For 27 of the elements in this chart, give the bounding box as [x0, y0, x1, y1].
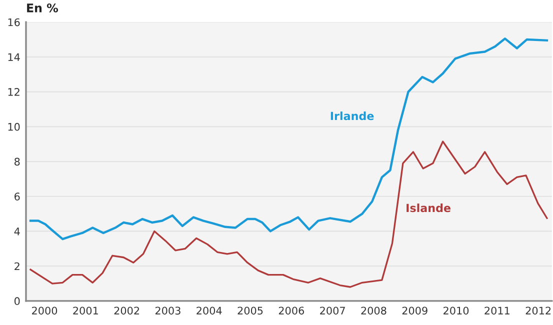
line-series [29, 38, 548, 240]
y-tick-label: 14 [8, 53, 20, 61]
x-tick-label: 2003 [155, 306, 180, 315]
series-label: Islande [406, 204, 450, 212]
x-tick-label: 2011 [484, 306, 510, 315]
x-tick-label: 2007 [320, 306, 345, 315]
line-series [30, 140, 548, 288]
y-tick-label: 6 [14, 192, 20, 200]
y-tick-label: 2 [14, 262, 20, 270]
x-tick-label: 2012 [526, 306, 551, 315]
y-tick-label: 4 [14, 228, 20, 236]
text: Irlande [330, 112, 374, 120]
x-tick-label: 2005 [238, 306, 263, 315]
y-tick-label: 10 [8, 122, 20, 131]
x-tick-label: 2001 [73, 306, 98, 315]
y-tick-label: 0 [14, 297, 20, 306]
x-tick-label: 2002 [114, 306, 140, 315]
y-tick-label: 16 [8, 18, 20, 26]
x-tick-label: 2000 [32, 306, 58, 315]
x-tick-label: 2006 [278, 306, 304, 315]
y-tick-label: 8 [14, 158, 20, 166]
x-tick-label: 2004 [196, 306, 222, 315]
y-axis-title: En % [27, 3, 58, 12]
x-tick-label: 2010 [444, 306, 469, 315]
x-tick-label: 2009 [402, 306, 428, 315]
x-tick-label: 2008 [361, 306, 386, 315]
y-tick-label: 12 [8, 88, 20, 96]
